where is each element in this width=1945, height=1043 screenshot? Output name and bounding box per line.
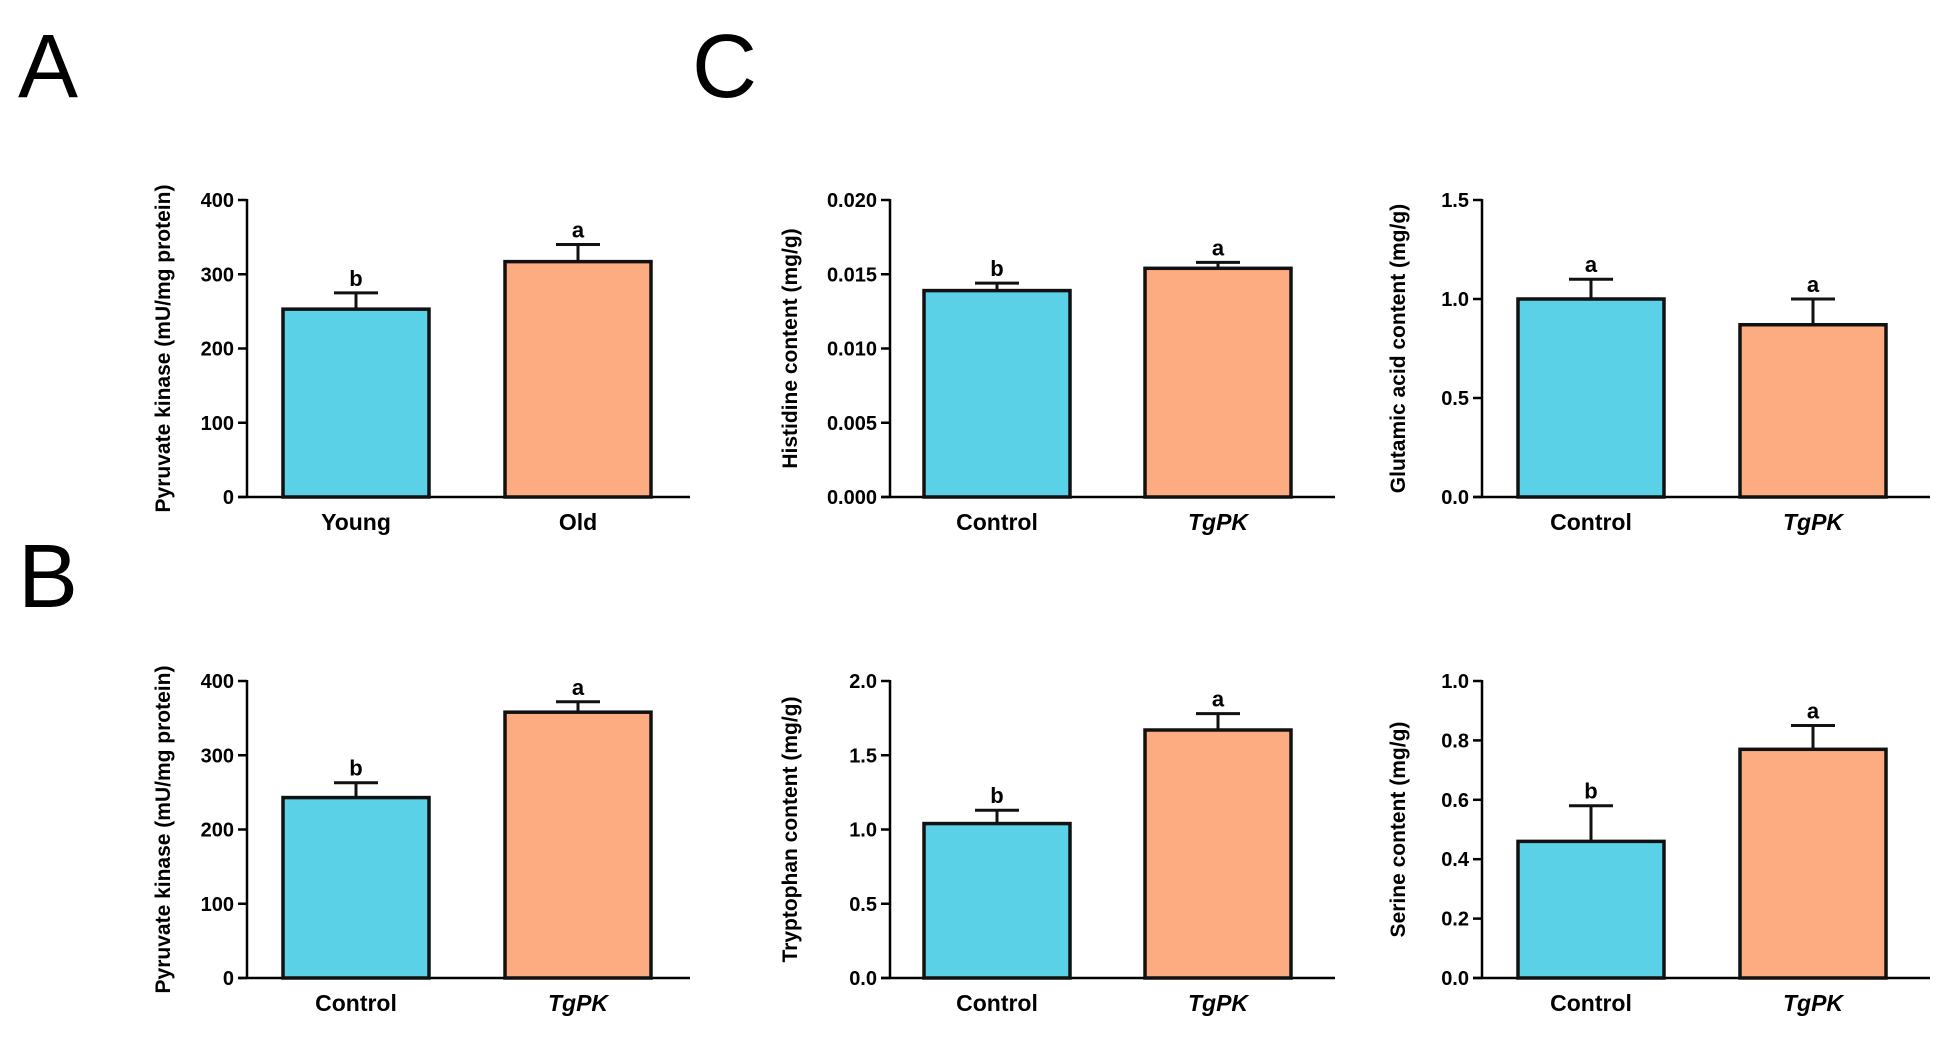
category-label: TgPK xyxy=(548,990,609,1016)
significance-letter: a xyxy=(1807,272,1820,297)
category-label: Control xyxy=(1550,990,1632,1016)
category-label: TgPK xyxy=(1783,509,1844,535)
category-label: Control xyxy=(315,990,397,1016)
bar-tgpk xyxy=(503,710,653,980)
bar-control xyxy=(1516,297,1666,499)
y-tick-label: 0.2 xyxy=(1441,909,1469,931)
significance-letter: b xyxy=(990,256,1003,281)
chart-b: 0 100 200 300 400 Pyruvate kinase (mU/mg prot… xyxy=(152,666,690,1016)
bar-tgpk xyxy=(1738,322,1888,499)
y-tick-label: 1.5 xyxy=(1441,190,1469,212)
y-tick-label: 0 xyxy=(223,487,234,509)
y-tick-label: 0.010 xyxy=(827,339,877,361)
significance-letter: b xyxy=(990,783,1003,808)
y-tick-label: 0.020 xyxy=(827,190,877,212)
bar-control xyxy=(281,795,431,980)
y-tick-label: 200 xyxy=(201,820,234,842)
y-axis-label: Pyruvate kinase (mU/mg protein) xyxy=(152,185,175,513)
significance-letter: a xyxy=(572,675,585,700)
bar-control xyxy=(922,288,1072,499)
significance-letter: a xyxy=(572,218,585,243)
y-axis-label: Histidine content (mg/g) xyxy=(779,228,802,468)
panel-letter-c: C xyxy=(692,17,757,117)
significance-letter: a xyxy=(1212,687,1225,712)
chart-a: 0 100 200 300 400 Pyruvate kinase (mU/mg prot… xyxy=(152,185,690,535)
significance-letter: a xyxy=(1212,235,1225,260)
category-label: Old xyxy=(559,509,597,535)
chart-c2: 0.0 0.5 1.0 1.5 Glutamic acid content (mg/g)… xyxy=(1387,190,1930,535)
y-tick-label: 400 xyxy=(201,190,234,212)
y-tick-label: 300 xyxy=(201,745,234,767)
panel-letter-a: A xyxy=(18,17,78,117)
y-tick-label: 0.8 xyxy=(1441,730,1469,752)
y-tick-label: 0.015 xyxy=(827,264,877,286)
bar-control xyxy=(922,821,1072,980)
y-tick-label: 400 xyxy=(201,671,234,693)
bar-young xyxy=(281,307,431,499)
y-tick-label: 100 xyxy=(201,413,234,435)
y-tick-label: 0 xyxy=(223,968,234,990)
y-axis-label: Tryptophan content (mg/g) xyxy=(779,697,802,963)
y-tick-label: 2.0 xyxy=(849,671,877,693)
category-label: TgPK xyxy=(1188,990,1249,1016)
y-tick-label: 0.5 xyxy=(1441,388,1469,410)
y-axis-label: Glutamic acid content (mg/g) xyxy=(1387,204,1410,493)
significance-letter: b xyxy=(349,266,362,291)
bar-old xyxy=(503,259,653,499)
y-tick-label: 1.0 xyxy=(849,820,877,842)
y-tick-label: 0.000 xyxy=(827,487,877,509)
category-label: Control xyxy=(956,990,1038,1016)
chart-c3: 0.0 0.5 1.0 1.5 2.0 Tryptophan content (mg/g)… xyxy=(779,671,1335,1016)
y-tick-label: 0.005 xyxy=(827,413,877,435)
y-axis-label: Serine content (mg/g) xyxy=(1387,722,1410,938)
y-tick-label: 100 xyxy=(201,894,234,916)
y-axis-label: Pyruvate kinase (mU/mg protein) xyxy=(152,666,175,994)
y-tick-label: 1.0 xyxy=(1441,289,1469,311)
bar-tgpk xyxy=(1143,266,1293,499)
bar-control xyxy=(1516,839,1666,980)
panel-letter-b: B xyxy=(18,527,78,627)
significance-letter: a xyxy=(1807,699,1820,724)
y-tick-label: 0.4 xyxy=(1441,849,1470,871)
y-tick-label: 300 xyxy=(201,264,234,286)
chart-c1: 0.000 0.005 0.010 0.015 0.020 Histidine conte… xyxy=(779,190,1335,535)
y-tick-label: 0.0 xyxy=(1441,968,1469,990)
charts-group: 0 100 200 300 400 Pyruvate kinase (mU/mg prot… xyxy=(152,185,1930,1016)
chart-c4: 0.0 0.2 0.4 0.6 0.8 1.0 Serine content (mg/g) b… xyxy=(1387,671,1930,1016)
category-label: Young xyxy=(321,509,391,535)
category-label: Control xyxy=(1550,509,1632,535)
y-tick-label: 0.6 xyxy=(1441,790,1469,812)
y-tick-label: 0.0 xyxy=(1441,487,1469,509)
y-tick-label: 200 xyxy=(201,339,234,361)
y-tick-label: 0.0 xyxy=(849,968,877,990)
bar-tgpk xyxy=(1143,728,1293,980)
category-label: TgPK xyxy=(1188,509,1249,535)
y-tick-label: 1.5 xyxy=(849,745,877,767)
y-tick-label: 0.5 xyxy=(849,894,877,916)
significance-letter: b xyxy=(349,756,362,781)
bar-tgpk xyxy=(1738,747,1888,980)
significance-letter: b xyxy=(1584,779,1597,804)
significance-letter: a xyxy=(1585,252,1598,277)
category-label: TgPK xyxy=(1783,990,1844,1016)
y-tick-label: 1.0 xyxy=(1441,671,1469,693)
category-label: Control xyxy=(956,509,1038,535)
